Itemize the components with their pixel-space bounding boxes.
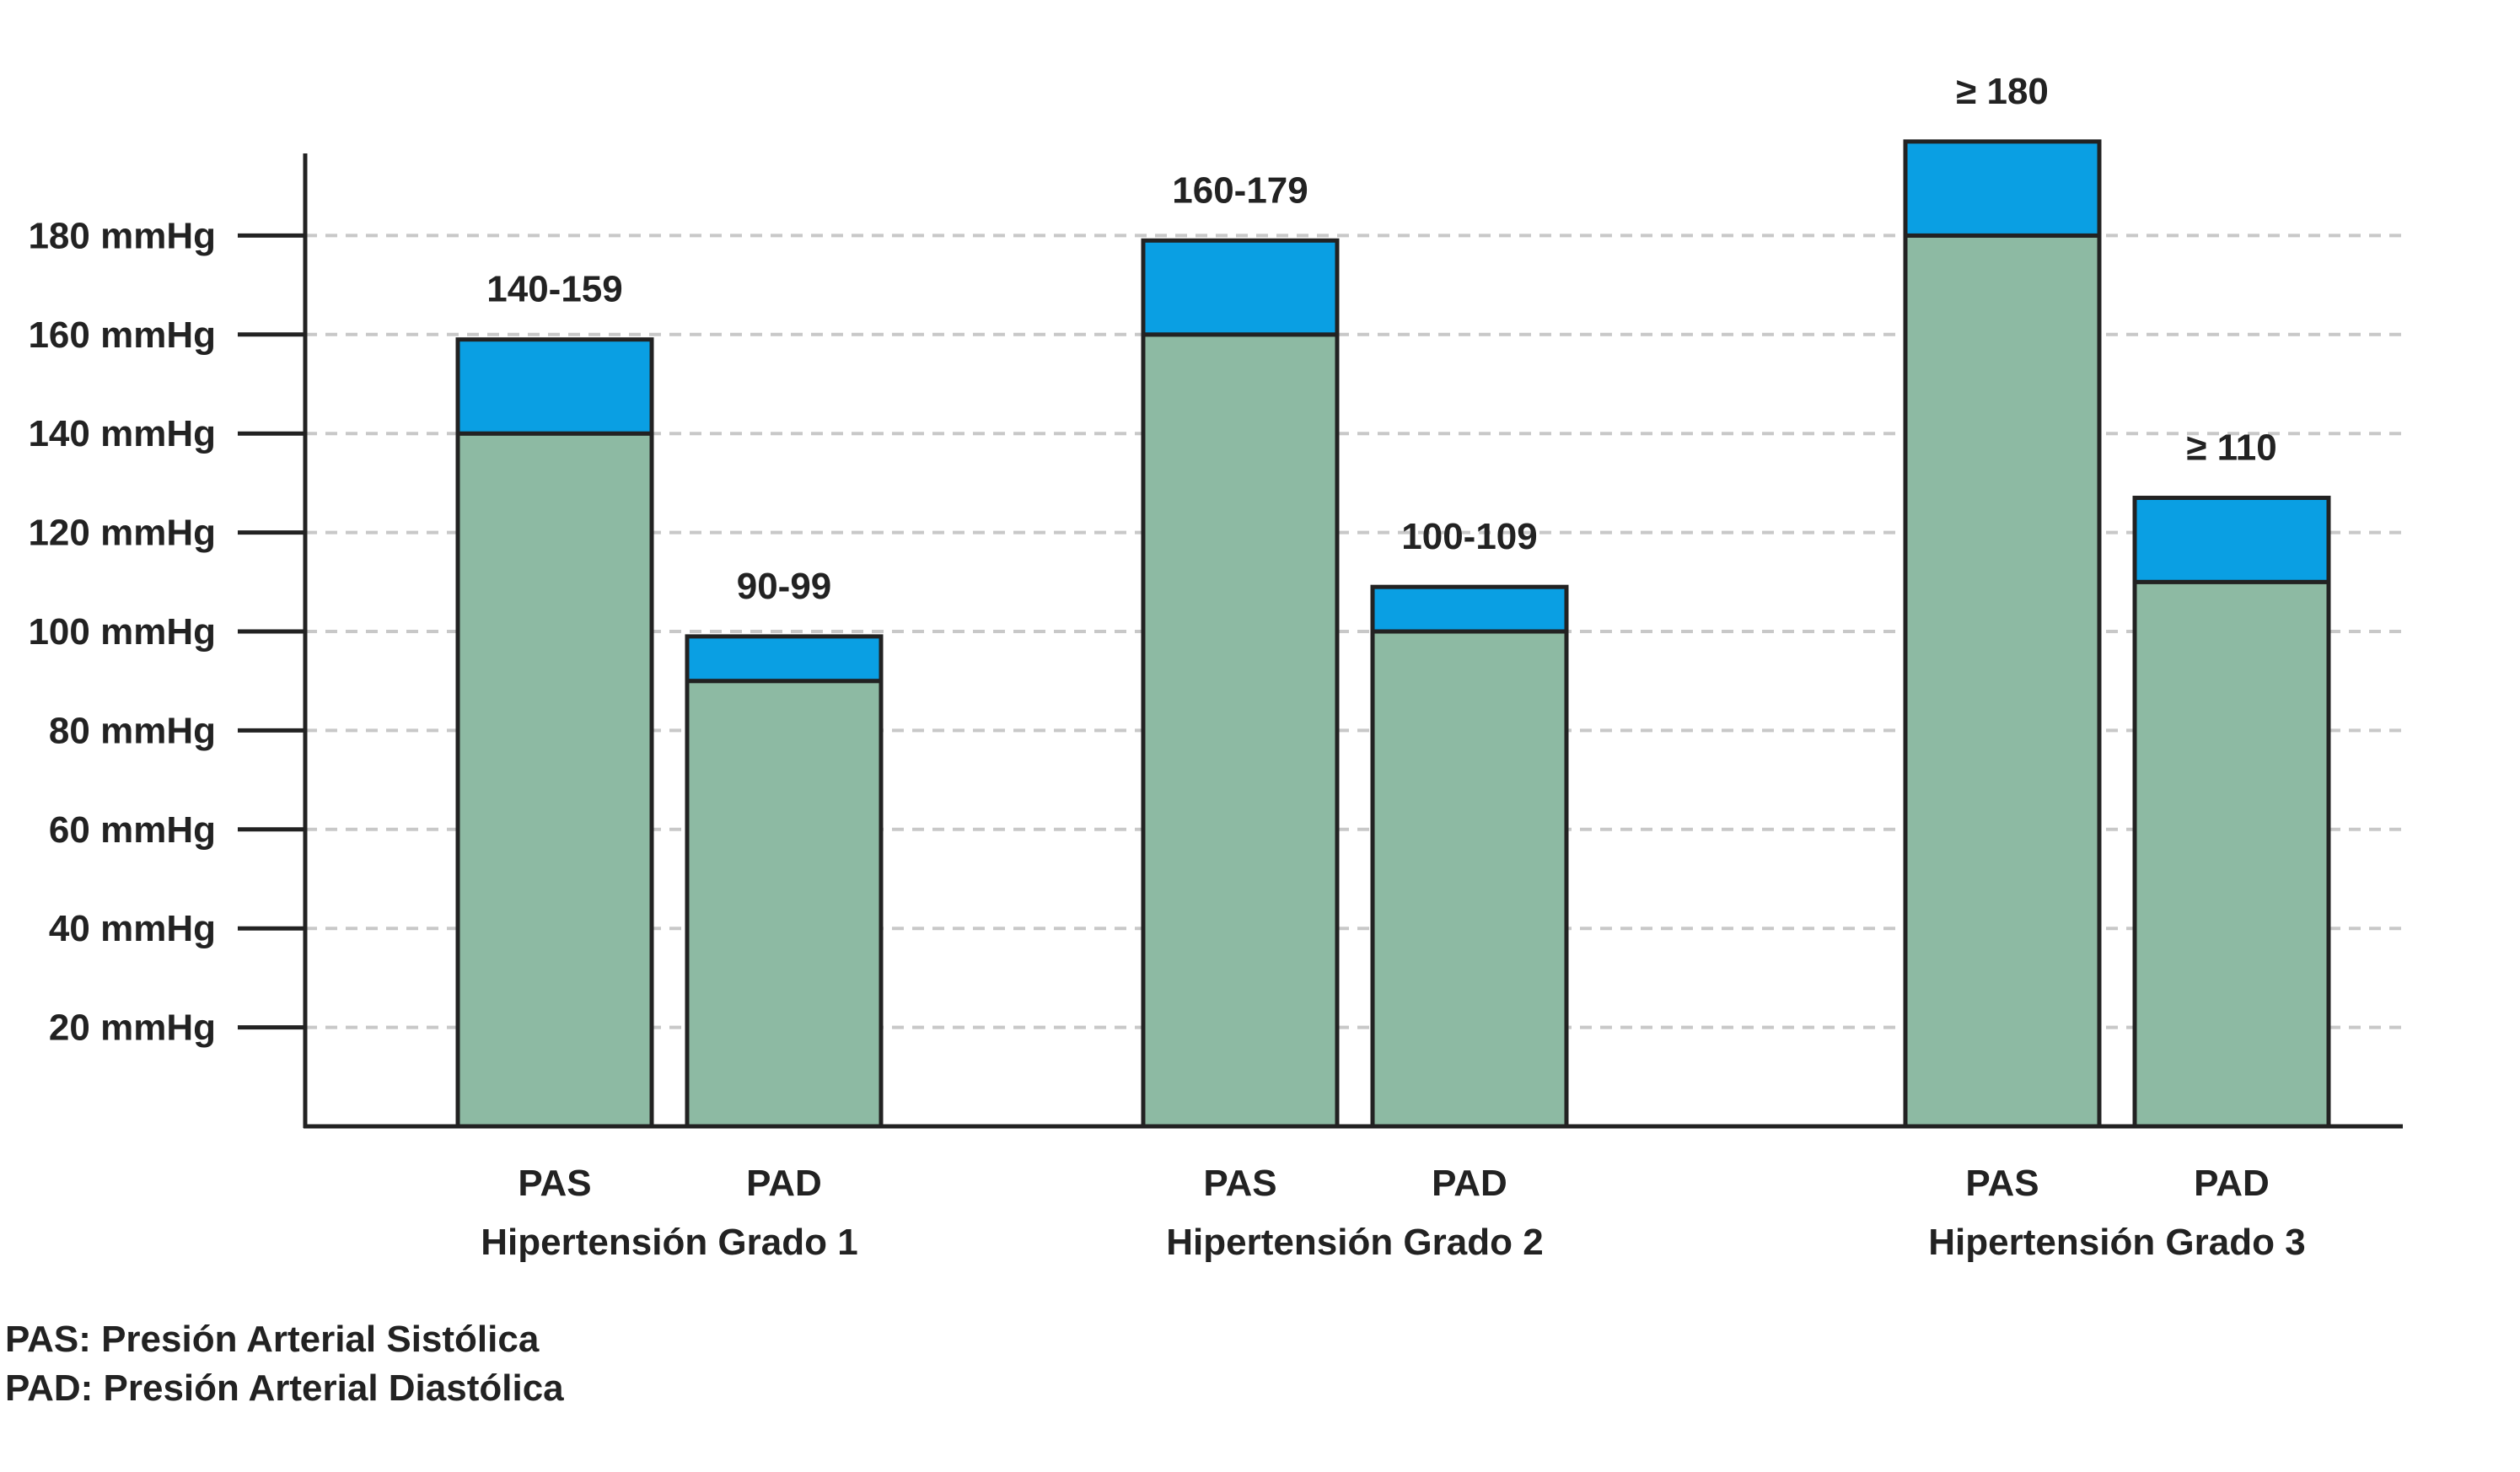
data-label: 90-99 xyxy=(737,566,832,607)
y-tick-label-180: 180 mmHg xyxy=(28,215,216,256)
y-tick-label-120: 120 mmHg xyxy=(28,513,216,554)
labels: 140-159 PAS 90-99 PAD Hipertensión Grado 1 16… xyxy=(481,71,2305,1263)
bar-pad-base xyxy=(685,679,884,1129)
y-tick-label-80: 80 mmHg xyxy=(49,710,216,751)
bar-pas-base xyxy=(455,431,654,1129)
axes: 20 mmHg 40 mmHg 60 mmHg 80 mmHg 100 mmHg 120 … xyxy=(28,153,2403,1129)
legend-pas: PAS: Presión Arterial Sistólica xyxy=(5,1319,540,1360)
bars xyxy=(455,139,2331,1129)
y-tick-label-60: 60 mmHg xyxy=(49,809,216,851)
data-label: ≥ 110 xyxy=(2186,427,2276,469)
legend: PAS: Presión Arterial Sistólica PAD: Pre… xyxy=(5,1315,564,1413)
bar-pas-base xyxy=(1141,332,1340,1129)
category-label-pas: PAS xyxy=(1965,1163,2039,1204)
category-label-pad: PAD xyxy=(746,1163,822,1204)
y-tick-label-40: 40 mmHg xyxy=(49,908,216,949)
data-label: 100-109 xyxy=(1401,516,1537,557)
bar-pad-base xyxy=(2132,579,2331,1129)
bar-pad-base xyxy=(1370,629,1569,1129)
bar-pad-range xyxy=(2132,496,2331,584)
y-tick-label-160: 160 mmHg xyxy=(28,314,216,356)
y-tick-label-140: 140 mmHg xyxy=(28,413,216,454)
category-label-pad: PAD xyxy=(2194,1163,2270,1204)
data-label: ≥ 180 xyxy=(1956,71,2049,112)
category-label-pas: PAS xyxy=(518,1163,591,1204)
group-label: Hipertensión Grado 3 xyxy=(1928,1222,2305,1263)
bar-pas-range xyxy=(455,337,654,436)
category-label-pas: PAS xyxy=(1203,1163,1276,1204)
y-tick-label-100: 100 mmHg xyxy=(28,611,216,653)
y-tick-label-20: 20 mmHg xyxy=(49,1007,216,1049)
bar-pad-range xyxy=(685,634,884,684)
bar-pas-base xyxy=(1903,233,2102,1129)
group-label: Hipertensión Grado 2 xyxy=(1166,1222,1543,1263)
legend-pad: PAD: Presión Arterial Diastólica xyxy=(5,1367,564,1409)
data-label: 140-159 xyxy=(486,269,622,310)
category-label-pad: PAD xyxy=(1432,1163,1507,1204)
bar-pad-range xyxy=(1370,584,1569,634)
group-label: Hipertensión Grado 1 xyxy=(481,1222,857,1263)
bar-pas-range xyxy=(1141,238,1340,337)
bar-pas-range xyxy=(1903,139,2102,238)
data-label: 160-179 xyxy=(1172,169,1308,211)
